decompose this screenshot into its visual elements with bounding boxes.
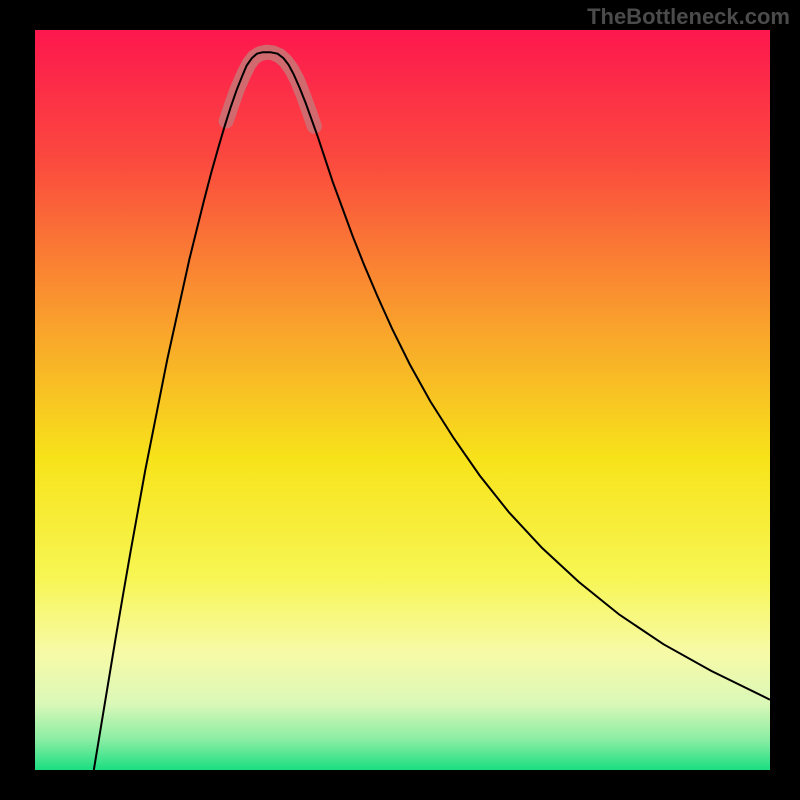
axis-frame-left [0,0,35,800]
axis-frame-right [770,0,800,800]
axis-frame-bottom [0,770,800,800]
bottleneck-curve [35,30,770,770]
watermark-text: TheBottleneck.com [587,4,790,30]
curve-main-line [94,52,770,770]
chart-plot-area [35,30,770,770]
